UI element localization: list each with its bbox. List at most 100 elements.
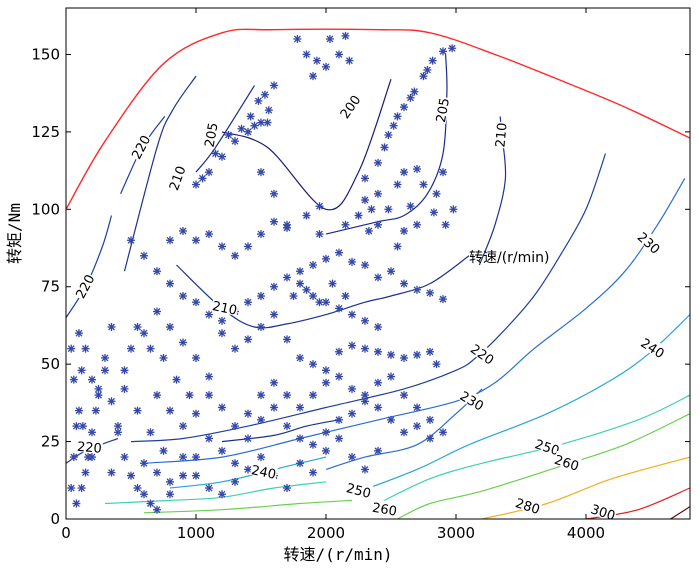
contour-line-210: [123, 75, 197, 272]
contour-label-text: 220: [76, 440, 102, 457]
contour-label-bg: [127, 131, 152, 162]
operating-point: [348, 453, 356, 462]
contour-line-230: [325, 388, 483, 470]
contour-line-220: [66, 215, 113, 319]
operating-point: [257, 391, 265, 400]
operating-point: [387, 372, 395, 381]
operating-point: [400, 226, 408, 235]
operating-point: [88, 453, 96, 462]
contour-line-310: [670, 506, 690, 519]
contour-label-bg: [431, 95, 451, 124]
contour-label-bg: [552, 450, 582, 473]
operating-point: [361, 316, 369, 325]
y-tick-label: 150: [31, 45, 60, 63]
operating-point: [335, 372, 343, 381]
operating-point: [107, 397, 116, 406]
operating-point: [419, 72, 428, 81]
contour-label-text: 210: [211, 299, 238, 319]
operating-point: [69, 453, 78, 462]
operating-point: [400, 428, 408, 437]
contour-line-230: [143, 178, 686, 464]
operating-point: [270, 282, 278, 291]
contour-label-text: 205: [434, 97, 453, 124]
operating-point: [296, 403, 304, 412]
contour-line-240: [169, 456, 327, 489]
operating-point: [67, 344, 76, 353]
operating-point: [348, 341, 356, 350]
operating-point: [218, 403, 226, 412]
operating-point: [140, 329, 148, 338]
y-tick-label: 0: [50, 510, 60, 528]
operating-point: [328, 279, 337, 288]
operating-point: [361, 465, 369, 474]
operating-point: [218, 152, 226, 161]
operating-point: [133, 484, 142, 493]
operating-point: [374, 322, 382, 331]
operating-point: [335, 50, 343, 59]
operating-point: [312, 56, 321, 65]
operating-point: [166, 279, 174, 288]
operating-point: [400, 353, 408, 362]
operating-point: [302, 211, 311, 220]
operating-point: [322, 378, 330, 387]
operating-point: [94, 384, 103, 393]
operating-point: [322, 366, 330, 375]
operating-point: [322, 254, 330, 263]
contour-label-bg: [491, 121, 508, 149]
operating-point: [270, 403, 278, 412]
operating-point: [270, 217, 278, 226]
chart-annotation: 转速/(r/min): [469, 250, 550, 266]
operating-point: [315, 202, 324, 211]
contour-label-text: 205: [203, 122, 222, 149]
operating-point: [218, 490, 226, 499]
operating-point: [153, 307, 161, 316]
operating-point: [192, 471, 200, 480]
operating-point: [260, 90, 269, 99]
operating-point: [439, 168, 447, 177]
operating-point: [192, 180, 200, 189]
contour-label-text: 280: [513, 496, 541, 518]
operating-point: [231, 477, 239, 486]
operating-point: [91, 406, 100, 415]
operating-point: [315, 298, 324, 307]
contour-label-260: 260: [552, 450, 582, 475]
operating-point: [231, 137, 239, 146]
operating-point: [361, 344, 369, 353]
contour-label-bg: [249, 460, 279, 481]
max-torque-curve: [66, 28, 690, 210]
operating-point: [101, 353, 109, 362]
operating-point: [302, 50, 311, 59]
operating-point: [218, 446, 226, 455]
operating-point: [449, 205, 458, 214]
operating-point: [250, 121, 259, 130]
operating-point: [153, 267, 161, 276]
operating-point: [296, 434, 304, 443]
operating-point: [244, 242, 252, 251]
operating-point: [410, 87, 419, 96]
operating-point: [309, 292, 317, 301]
operating-point: [361, 261, 369, 270]
operating-point: [335, 434, 343, 443]
operating-point: [192, 298, 200, 307]
operating-point: [205, 230, 213, 239]
operating-point: [387, 267, 395, 276]
contour-label-250: 250: [533, 435, 563, 459]
contour-label-bg: [344, 479, 374, 500]
operating-point: [257, 415, 265, 424]
operating-point: [270, 310, 278, 319]
operating-point: [283, 422, 291, 431]
contour-label-bg: [635, 228, 665, 256]
contour-label-bg: [638, 334, 669, 360]
operating-point: [257, 168, 265, 177]
operating-point: [309, 440, 317, 449]
operating-point: [309, 360, 317, 369]
operating-point: [270, 189, 278, 198]
operating-point: [348, 384, 356, 393]
operating-point: [127, 236, 135, 245]
operating-point: [120, 384, 129, 393]
operating-point: [101, 366, 109, 375]
operating-point: [218, 316, 226, 325]
operating-point: [426, 288, 434, 297]
operating-point: [179, 453, 187, 462]
contour-label-bg: [457, 387, 488, 413]
